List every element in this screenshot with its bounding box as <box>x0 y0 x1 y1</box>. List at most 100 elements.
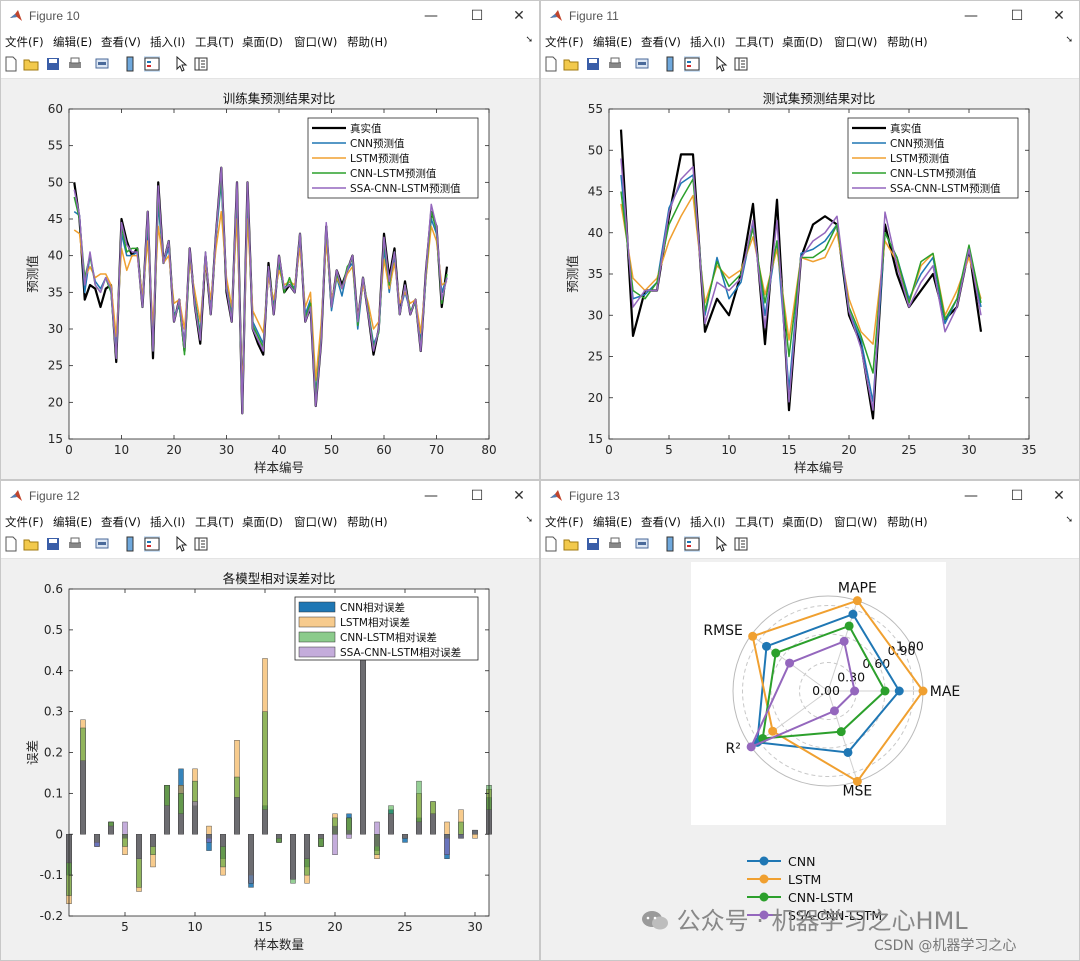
legend-icon[interactable] <box>684 536 700 552</box>
colorbar-icon[interactable] <box>662 56 678 72</box>
menu-desktop[interactable]: 桌面(D) <box>782 515 823 529</box>
menu-insert[interactable]: 插入(I) <box>690 515 726 529</box>
menu-file[interactable]: 文件(F) <box>5 35 44 49</box>
new-file-icon[interactable] <box>3 56 19 72</box>
dock-arrow-icon[interactable]: ➘ <box>525 515 533 525</box>
maximize-icon[interactable]: ☐ <box>1010 488 1024 504</box>
menu-tools[interactable]: 工具(T) <box>195 515 234 529</box>
link-icon[interactable] <box>634 56 650 72</box>
error-bar-overlap <box>136 834 142 859</box>
figure-canvas: 0 10 20 30 40 50 60 70 80 15 20 25 30 35 40 45 50 55 60 训练集… <box>1 79 539 479</box>
property-inspector-icon[interactable] <box>733 536 749 552</box>
toolbar <box>541 51 1079 79</box>
menu-desktop[interactable]: 桌面(D) <box>242 35 283 49</box>
legend-icon[interactable] <box>684 56 700 72</box>
colorbar-icon[interactable] <box>122 56 138 72</box>
radar-axis-label: RMSE <box>703 623 743 639</box>
title-bar[interactable]: Figure 11 — ☐ ✕ <box>541 1 1079 33</box>
menu-edit[interactable]: 编辑(E) <box>593 515 633 529</box>
pointer-icon[interactable] <box>173 536 189 552</box>
figure-window-10: Figure 10 — ☐ ✕ 文件(F) 编辑(E) 查看(V) 插入(I) … <box>0 0 540 480</box>
legend-label: CNN预测值 <box>350 137 405 150</box>
print-icon[interactable] <box>67 536 83 552</box>
close-icon[interactable]: ✕ <box>1053 8 1065 24</box>
print-icon[interactable] <box>67 56 83 72</box>
dock-arrow-icon[interactable]: ➘ <box>525 35 533 45</box>
minimize-icon[interactable]: — <box>424 8 438 24</box>
property-inspector-icon[interactable] <box>733 56 749 72</box>
menu-help[interactable]: 帮助(H) <box>347 515 388 529</box>
maximize-icon[interactable]: ☐ <box>1010 8 1024 24</box>
error-bar <box>472 834 478 839</box>
minimize-icon[interactable]: — <box>964 488 978 504</box>
menu-desktop[interactable]: 桌面(D) <box>242 515 283 529</box>
menu-window[interactable]: 窗口(W) <box>294 35 338 49</box>
legend-marker <box>759 910 769 920</box>
legend-icon[interactable] <box>144 56 160 72</box>
save-icon[interactable] <box>585 56 601 72</box>
close-icon[interactable]: ✕ <box>513 8 525 24</box>
pointer-icon[interactable] <box>173 56 189 72</box>
open-folder-icon[interactable] <box>23 56 39 72</box>
link-icon[interactable] <box>94 56 110 72</box>
link-icon[interactable] <box>94 536 110 552</box>
maximize-icon[interactable]: ☐ <box>470 8 484 24</box>
menu-file[interactable]: 文件(F) <box>5 515 44 529</box>
menu-window[interactable]: 窗口(W) <box>294 515 338 529</box>
title-bar[interactable]: Figure 13 — ☐ ✕ <box>541 481 1079 513</box>
menu-window[interactable]: 窗口(W) <box>834 35 878 49</box>
pointer-icon[interactable] <box>713 536 729 552</box>
new-file-icon[interactable] <box>543 536 559 552</box>
save-icon[interactable] <box>45 56 61 72</box>
open-folder-icon[interactable] <box>563 536 579 552</box>
open-folder-icon[interactable] <box>563 56 579 72</box>
x-axis-label: 样本编号 <box>254 460 304 475</box>
colorbar-icon[interactable] <box>122 536 138 552</box>
title-bar[interactable]: Figure 10 — ☐ ✕ <box>1 1 539 33</box>
menu-insert[interactable]: 插入(I) <box>690 35 726 49</box>
menu-help[interactable]: 帮助(H) <box>887 515 928 529</box>
legend-icon[interactable] <box>144 536 160 552</box>
menu-help[interactable]: 帮助(H) <box>887 35 928 49</box>
menu-help[interactable]: 帮助(H) <box>347 35 388 49</box>
print-icon[interactable] <box>607 536 623 552</box>
menu-tools[interactable]: 工具(T) <box>195 35 234 49</box>
close-icon[interactable]: ✕ <box>513 488 525 504</box>
x-tick-label: 50 <box>324 443 339 457</box>
menu-tools[interactable]: 工具(T) <box>735 35 774 49</box>
open-folder-icon[interactable] <box>23 536 39 552</box>
menu-desktop[interactable]: 桌面(D) <box>782 35 823 49</box>
menu-window[interactable]: 窗口(W) <box>834 515 878 529</box>
dock-arrow-icon[interactable]: ➘ <box>1065 35 1073 45</box>
maximize-icon[interactable]: ☐ <box>470 488 484 504</box>
menu-file[interactable]: 文件(F) <box>545 35 584 49</box>
dock-arrow-icon[interactable]: ➘ <box>1065 515 1073 525</box>
property-inspector-icon[interactable] <box>193 536 209 552</box>
menu-edit[interactable]: 编辑(E) <box>53 35 93 49</box>
menu-insert[interactable]: 插入(I) <box>150 35 186 49</box>
print-icon[interactable] <box>607 56 623 72</box>
radial-tick-label: 0.00 <box>812 683 840 698</box>
minimize-icon[interactable]: — <box>964 8 978 24</box>
pointer-icon[interactable] <box>713 56 729 72</box>
link-icon[interactable] <box>634 536 650 552</box>
title-bar[interactable]: Figure 12 — ☐ ✕ <box>1 481 539 513</box>
menu-edit[interactable]: 编辑(E) <box>593 35 633 49</box>
menu-insert[interactable]: 插入(I) <box>150 515 186 529</box>
menu-tools[interactable]: 工具(T) <box>735 515 774 529</box>
save-icon[interactable] <box>45 536 61 552</box>
minimize-icon[interactable]: — <box>424 488 438 504</box>
menu-file[interactable]: 文件(F) <box>545 515 584 529</box>
menu-view[interactable]: 查看(V) <box>641 515 681 529</box>
property-inspector-icon[interactable] <box>193 56 209 72</box>
colorbar-icon[interactable] <box>662 536 678 552</box>
menu-edit[interactable]: 编辑(E) <box>53 515 93 529</box>
menu-view[interactable]: 查看(V) <box>641 35 681 49</box>
new-file-icon[interactable] <box>3 536 19 552</box>
save-icon[interactable] <box>585 536 601 552</box>
menu-view[interactable]: 查看(V) <box>101 515 141 529</box>
close-icon[interactable]: ✕ <box>1053 488 1065 504</box>
new-file-icon[interactable] <box>543 56 559 72</box>
menu-view[interactable]: 查看(V) <box>101 35 141 49</box>
legend-label: SSA-CNN-LSTM相对误差 <box>340 646 461 659</box>
